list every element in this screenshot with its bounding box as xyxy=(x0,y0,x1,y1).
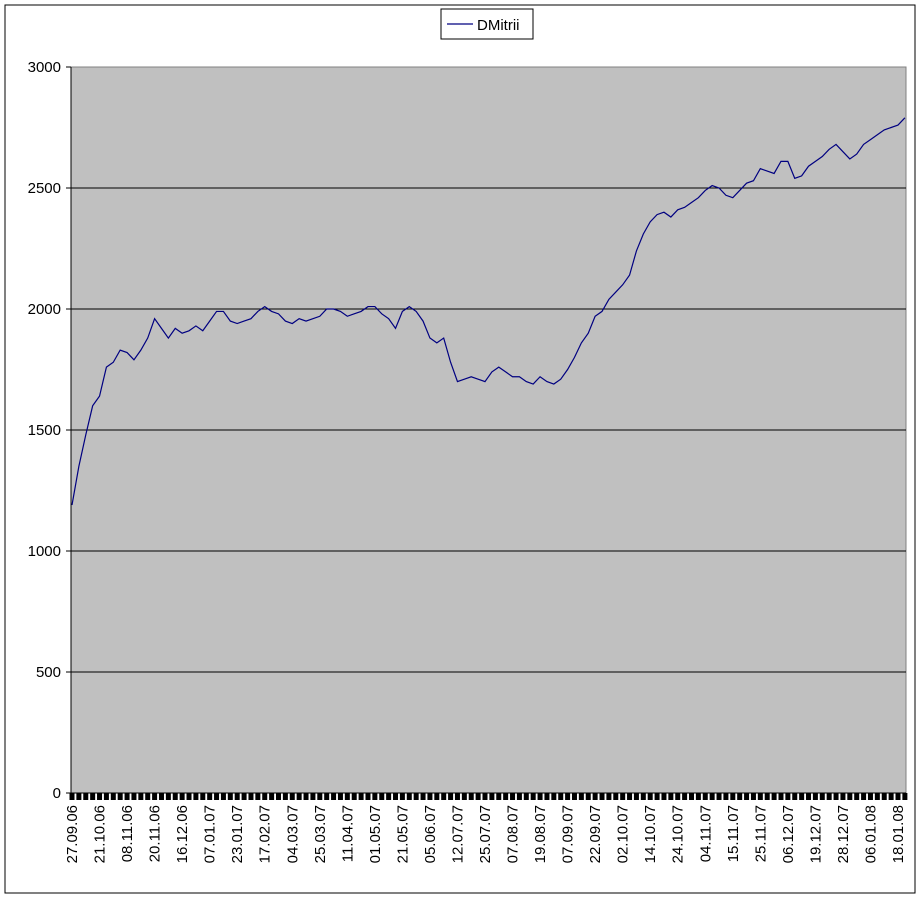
x-tick-label: 14.10.07 xyxy=(642,805,659,863)
x-tick-label: 05.06.07 xyxy=(422,805,439,863)
x-tick-label: 02.10.07 xyxy=(615,805,632,863)
x-tick-label: 20.11.06 xyxy=(147,805,164,862)
x-tick-label: 28.12.07 xyxy=(835,805,852,863)
x-tick-label: 04.11.07 xyxy=(697,805,714,862)
x-tick-label: 21.10.06 xyxy=(92,805,109,863)
x-tick-label: 16.12.06 xyxy=(174,805,191,863)
x-tick-label: 25.07.07 xyxy=(477,805,494,863)
y-tick-label: 3000 xyxy=(28,59,61,76)
x-tick-label: 06.01.08 xyxy=(862,805,879,863)
x-tick-label: 18.01.08 xyxy=(890,805,907,863)
x-tick-label: 11.04.07 xyxy=(339,805,356,862)
x-tick-label: 15.11.07 xyxy=(725,805,742,862)
x-tick-label: 24.10.07 xyxy=(670,805,687,863)
x-tick-label: 07.09.07 xyxy=(560,805,577,863)
legend: DMitrii xyxy=(440,8,534,40)
x-tick-label: 12.07.07 xyxy=(449,805,466,863)
x-tick-label: 19.12.07 xyxy=(807,805,824,863)
y-tick-label: 1500 xyxy=(28,422,61,439)
x-tick-label: 25.11.07 xyxy=(752,805,769,862)
x-tick-label: 01.05.07 xyxy=(367,805,384,863)
x-tick-label: 04.03.07 xyxy=(284,805,301,863)
y-tick-label: 0 xyxy=(53,785,61,802)
x-tick-label: 25.03.07 xyxy=(312,805,329,863)
x-tick-label: 23.01.07 xyxy=(229,805,246,863)
x-tick-label: 19.08.07 xyxy=(532,805,549,863)
x-tick-label: 08.11.06 xyxy=(119,805,136,862)
y-tick-label: 500 xyxy=(36,664,61,681)
x-tick-label: 17.02.07 xyxy=(257,805,274,863)
x-tick-label: 07.08.07 xyxy=(505,805,522,863)
x-tick-label: 06.12.07 xyxy=(780,805,797,863)
legend-label: DMitrii xyxy=(477,17,520,34)
x-tick-label: 22.09.07 xyxy=(587,805,604,863)
x-tick-label: 21.05.07 xyxy=(394,805,411,863)
x-tick-label: 27.09.06 xyxy=(64,805,81,863)
y-tick-label: 2000 xyxy=(28,301,61,318)
x-tick-label: 07.01.07 xyxy=(202,805,219,863)
data-line xyxy=(71,117,906,506)
y-tick-label: 1000 xyxy=(28,543,61,560)
y-tick-label: 2500 xyxy=(28,180,61,197)
